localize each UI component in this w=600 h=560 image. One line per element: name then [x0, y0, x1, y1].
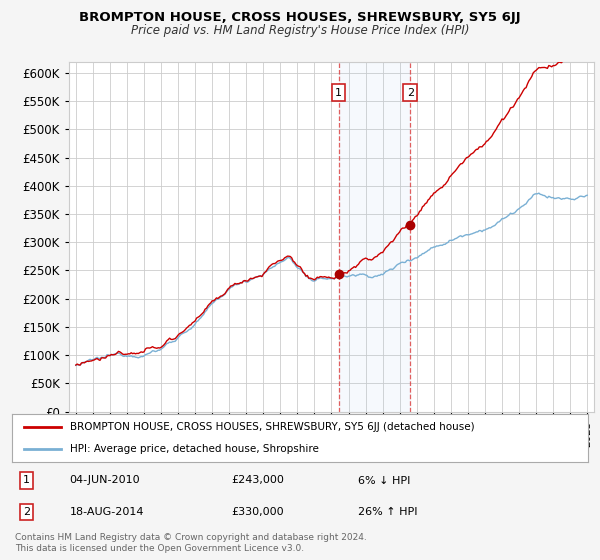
Text: £330,000: £330,000 [231, 507, 284, 517]
Bar [338, 62, 410, 412]
Text: Price paid vs. HM Land Registry's House Price Index (HPI): Price paid vs. HM Land Registry's House … [131, 24, 469, 36]
Text: BROMPTON HOUSE, CROSS HOUSES, SHREWSBURY, SY5 6JJ: BROMPTON HOUSE, CROSS HOUSES, SHREWSBURY… [79, 11, 521, 24]
Text: 26% ↑ HPI: 26% ↑ HPI [358, 507, 417, 517]
Text: 2: 2 [23, 507, 30, 517]
Text: 6% ↓ HPI: 6% ↓ HPI [358, 475, 410, 486]
Text: HPI: Average price, detached house, Shropshire: HPI: Average price, detached house, Shro… [70, 444, 319, 454]
Text: £243,000: £243,000 [231, 475, 284, 486]
Text: 1: 1 [335, 88, 342, 97]
Text: BROMPTON HOUSE, CROSS HOUSES, SHREWSBURY, SY5 6JJ (detached house): BROMPTON HOUSE, CROSS HOUSES, SHREWSBURY… [70, 422, 474, 432]
Text: 2: 2 [407, 88, 414, 97]
Text: 1: 1 [23, 475, 30, 486]
Text: 18-AUG-2014: 18-AUG-2014 [70, 507, 144, 517]
Text: 04-JUN-2010: 04-JUN-2010 [70, 475, 140, 486]
Text: Contains HM Land Registry data © Crown copyright and database right 2024.
This d: Contains HM Land Registry data © Crown c… [15, 533, 367, 553]
